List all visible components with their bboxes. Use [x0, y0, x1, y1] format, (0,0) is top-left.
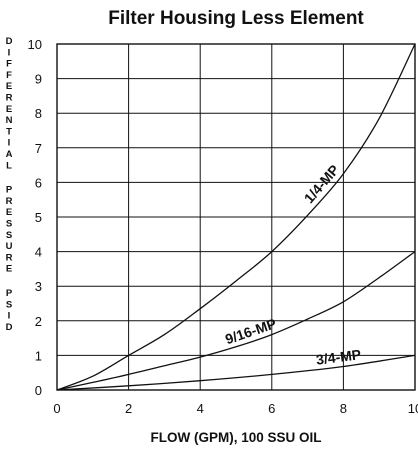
y-axis-label-char: F	[6, 59, 12, 70]
y-tick-label: 10	[28, 37, 42, 52]
series-line-3	[56, 354, 416, 391]
y-tick-label: 4	[35, 245, 42, 260]
y-tick-label: 1	[35, 348, 42, 363]
series-label-3: 3/4-MP	[315, 346, 362, 368]
series-lines	[56, 43, 416, 391]
y-axis-label-char: S	[6, 299, 12, 310]
y-axis-label-char: R	[6, 196, 13, 207]
x-axis-label: FLOW (GPM), 100 SSU OIL	[150, 430, 321, 445]
y-axis-label-char: E	[6, 104, 12, 115]
y-axis-label-char: R	[6, 93, 13, 104]
series-line-1	[56, 43, 416, 391]
x-tick-labels: 0 2 4 6 8 10	[53, 401, 418, 416]
series-labels: 1/4-MP9/16-MP3/4-MP	[223, 162, 362, 368]
y-axis-label-char: E	[6, 207, 12, 218]
y-axis-label-char: I	[8, 47, 11, 58]
y-axis-label-char: S	[6, 219, 12, 230]
x-tick-label: 0	[53, 401, 60, 416]
x-tick-label: 6	[268, 401, 275, 416]
y-axis-label-char: U	[6, 241, 13, 252]
y-axis-label-char: R	[6, 252, 13, 263]
y-tick-label: 5	[35, 210, 42, 225]
y-axis-label-char: D	[6, 36, 13, 47]
y-axis-label-char: E	[6, 264, 12, 275]
y-axis-label-char: N	[6, 115, 13, 126]
x-tick-label: 2	[125, 401, 132, 416]
y-axis-label-char: S	[6, 230, 12, 241]
y-axis-label-char: A	[6, 149, 13, 160]
y-tick-label: 8	[35, 106, 42, 121]
y-tick-labels: 0 1 2 3 4 5 6 7 8 9 10	[28, 37, 42, 398]
y-axis-label-char: F	[6, 70, 12, 81]
y-axis-label-char: P	[6, 288, 13, 299]
x-tick-label: 4	[197, 401, 204, 416]
y-axis-label-char: I	[8, 138, 11, 149]
y-tick-label: 2	[35, 314, 42, 329]
y-tick-label: 3	[35, 279, 42, 294]
y-tick-label: 0	[35, 383, 42, 398]
x-tick-label: 10	[408, 401, 418, 416]
y-tick-label: 9	[35, 72, 42, 87]
plot-frame	[56, 43, 416, 391]
y-axis-label-char: P	[6, 185, 13, 196]
x-tick-label: 8	[340, 401, 347, 416]
series-line-2	[56, 251, 416, 391]
y-axis-label-char: E	[6, 81, 12, 92]
y-tick-label: 7	[35, 141, 42, 156]
y-axis-label-char: D	[6, 322, 13, 333]
y-axis-label-char: I	[8, 311, 11, 322]
y-tick-label: 6	[35, 175, 42, 190]
y-axis-label-char: L	[6, 160, 12, 171]
y-axis-label-char: T	[6, 126, 12, 137]
chart-title: Filter Housing Less Element	[108, 8, 364, 29]
